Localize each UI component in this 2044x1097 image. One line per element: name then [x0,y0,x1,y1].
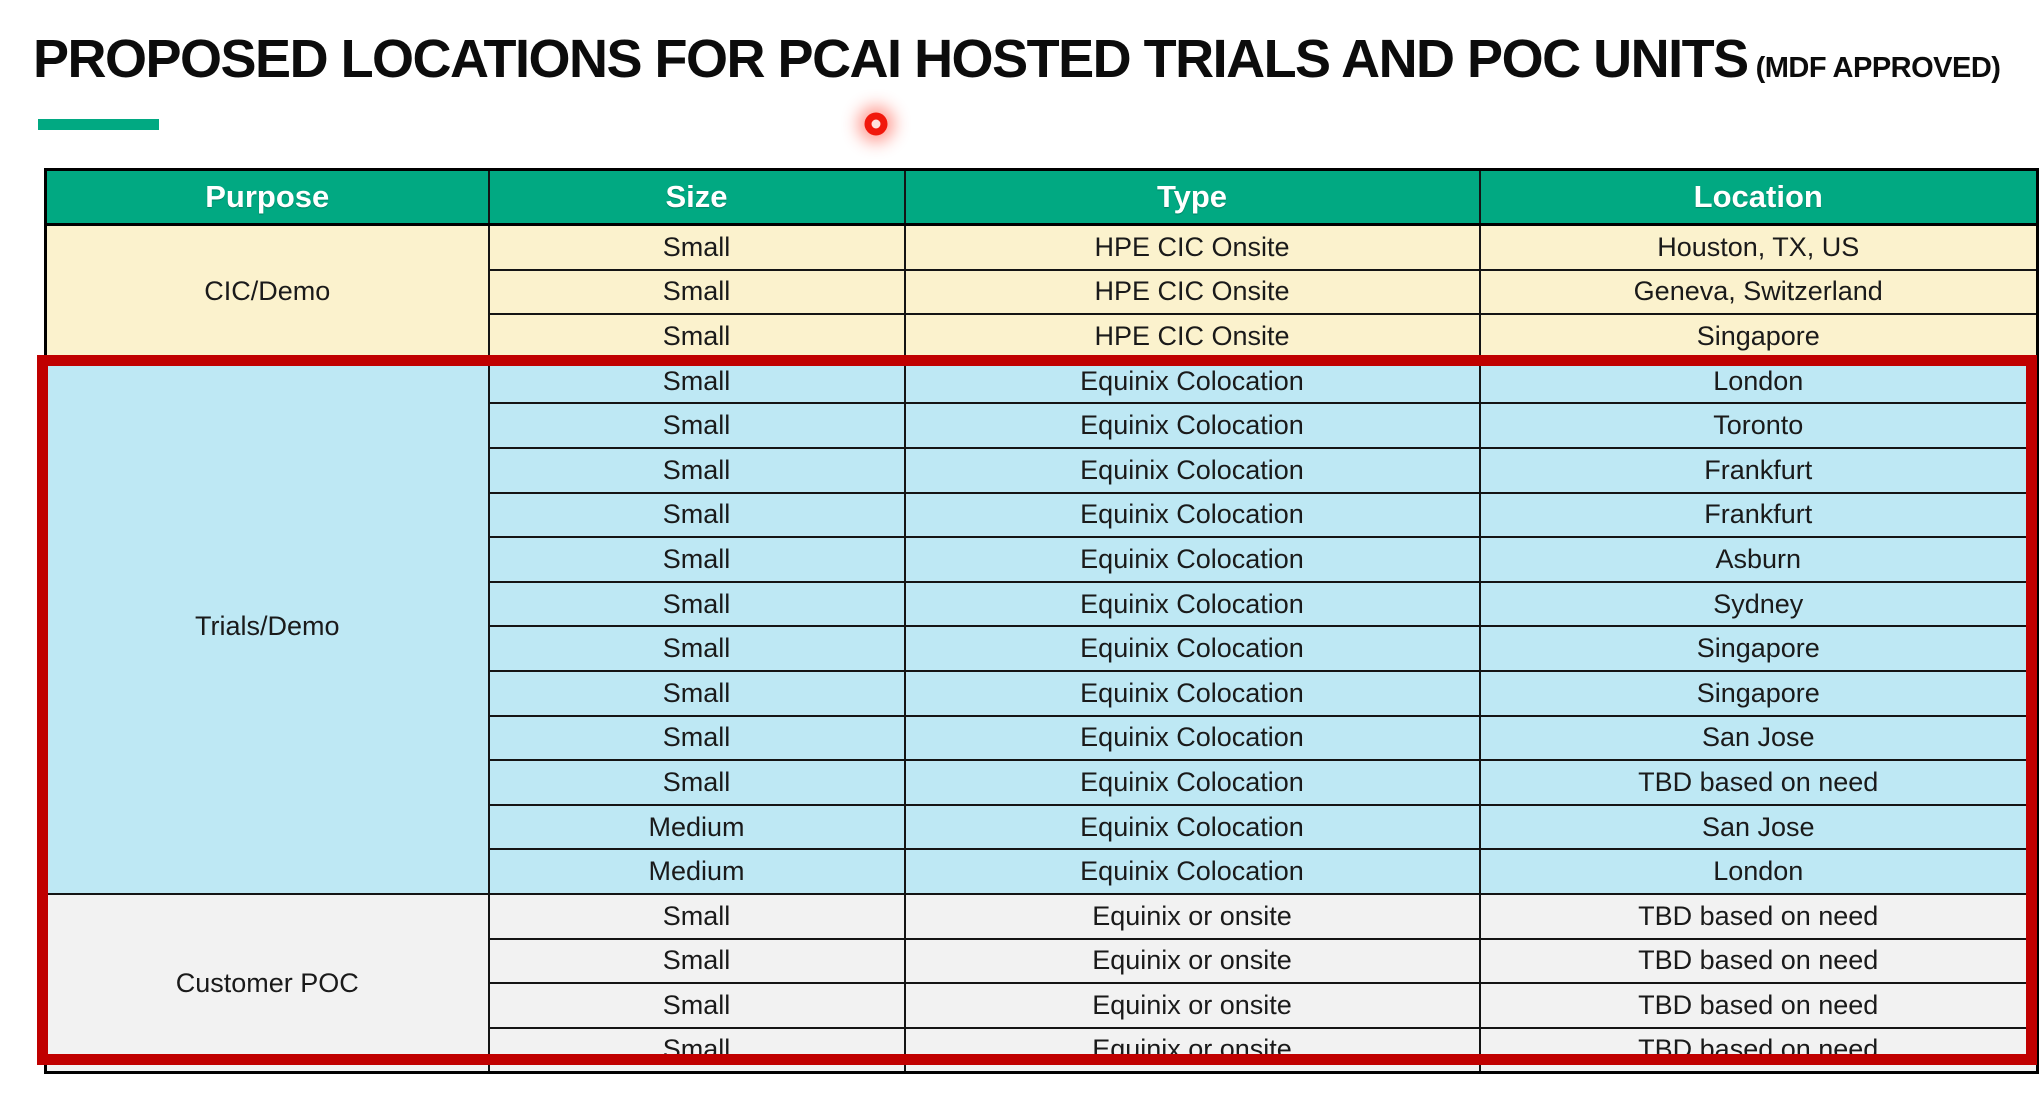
size-cell: Small [487,1026,906,1074]
size-cell: Small [487,982,906,1029]
table-row: Medium Equinix Colocation London [46,848,2039,895]
type-cell: Equinix Colocation [903,402,1481,449]
location-cell: Sydney [1478,580,2039,628]
table-row: Small Equinix Colocation Frankfurt [46,446,2039,494]
location-cell: TBD based on need [1478,982,2039,1029]
table-row: Small HPE CIC Onsite Singapore [46,313,2039,360]
column-header-size: Size [487,168,906,226]
type-cell: Equinix Colocation [903,446,1481,494]
table-body: CIC/Demo Small HPE CIC Onsite Houston, TX, … [44,223,2039,1074]
type-cell: HPE CIC Onsite [903,313,1481,360]
table-row: Small Equinix Colocation TBD based on need [46,759,2039,806]
table-row: Small HPE CIC Onsite Geneva, Switzerland [46,268,2039,316]
type-cell: Equinix or onsite [903,982,1481,1029]
location-cell: Houston, TX, US [1478,223,2039,271]
type-cell: Equinix Colocation [903,714,1481,762]
type-cell: Equinix Colocation [903,536,1481,583]
size-cell: Small [487,268,906,316]
title-accent-bar [38,119,159,130]
locations-table: Purpose Size Type Location CIC/Demo Small… [44,168,2039,1075]
location-cell: Singapore [1478,313,2039,360]
table-row: Customer POC Small Equinix or onsite TBD ba… [44,892,2039,1074]
type-cell: HPE CIC Onsite [903,268,1481,316]
location-cell: TBD based on need [1478,937,2039,985]
table-row: Small Equinix Colocation Singapore [46,669,2039,717]
size-cell: Small [487,759,906,806]
size-cell: Small [487,491,906,539]
table-row: Small Equinix Colocation Frankfurt [46,491,2039,539]
column-header-type: Type [903,168,1481,226]
size-cell: Small [487,446,906,494]
table-row: Medium Equinix Colocation San Jose [46,803,2039,851]
table-header-row: Purpose Size Type Location [44,168,2039,226]
page-title-text: PROPOSED LOCATIONS FOR PCAI HOSTED TRIAL… [33,29,1749,89]
column-header-location: Location [1478,168,2039,226]
size-cell: Small [487,313,906,360]
type-cell: Equinix Colocation [903,669,1481,717]
type-cell: Equinix Colocation [903,491,1481,539]
location-cell: San Jose [1478,714,2039,762]
location-cell: London [1478,357,2039,405]
table-row: Small Equinix or onsite TBD based on need [46,982,2039,1029]
size-cell: Small [487,937,906,985]
size-cell: Small [487,357,906,405]
table-row: Small Equinix Colocation Toronto [46,402,2039,449]
location-cell: Singapore [1478,625,2039,672]
size-cell: Small [487,402,906,449]
size-cell: Small [487,625,906,672]
size-cell: Small [487,536,906,583]
page-title: PROPOSED LOCATIONS FOR PCAI HOSTED TRIAL… [33,28,2001,90]
size-cell: Small [487,669,906,717]
location-cell: TBD based on need [1478,1026,2039,1074]
table-header: Purpose Size Type Location [44,168,2039,226]
table-row: Small Equinix Colocation Singapore [46,625,2039,672]
table-row: Small Equinix or onsite TBD based on need [46,937,2039,985]
page-title-suffix: (MDF APPROVED) [1755,52,2001,84]
table-row: CIC/Demo Small HPE CIC Onsite Houston, TX, … [44,223,2039,360]
laser-pointer-dot-icon [864,112,888,136]
table-row: Small Equinix Colocation Asburn [46,536,2039,583]
type-cell: Equinix or onsite [903,892,1481,940]
location-cell: Geneva, Switzerland [1478,268,2039,316]
table-row: Trials/Demo Small Equinix Colocation London [44,357,2039,895]
type-cell: Equinix Colocation [903,803,1481,851]
location-cell: TBD based on need [1478,892,2039,940]
type-cell: Equinix Colocation [903,759,1481,806]
purpose-cell: Customer POC [44,892,490,1074]
location-cell: Singapore [1478,669,2039,717]
purpose-cell: CIC/Demo [44,223,490,360]
table-row: Small Equinix Colocation San Jose [46,714,2039,762]
location-cell: Asburn [1478,536,2039,583]
location-cell: Frankfurt [1478,446,2039,494]
type-cell: Equinix or onsite [903,937,1481,985]
size-cell: Medium [487,848,906,895]
size-cell: Small [487,223,906,271]
purpose-cell: Trials/Demo [44,357,490,895]
type-cell: Equinix or onsite [903,1026,1481,1074]
location-cell: London [1478,848,2039,895]
location-cell: TBD based on need [1478,759,2039,806]
type-cell: Equinix Colocation [903,357,1481,405]
table-row: Small Equinix Colocation Sydney [46,580,2039,628]
type-cell: HPE CIC Onsite [903,223,1481,271]
type-cell: Equinix Colocation [903,848,1481,895]
location-cell: Frankfurt [1478,491,2039,539]
location-cell: Toronto [1478,402,2039,449]
type-cell: Equinix Colocation [903,625,1481,672]
size-cell: Small [487,580,906,628]
size-cell: Small [487,892,906,940]
size-cell: Small [487,714,906,762]
type-cell: Equinix Colocation [903,580,1481,628]
size-cell: Medium [487,803,906,851]
column-header-purpose: Purpose [44,168,490,226]
location-cell: San Jose [1478,803,2039,851]
